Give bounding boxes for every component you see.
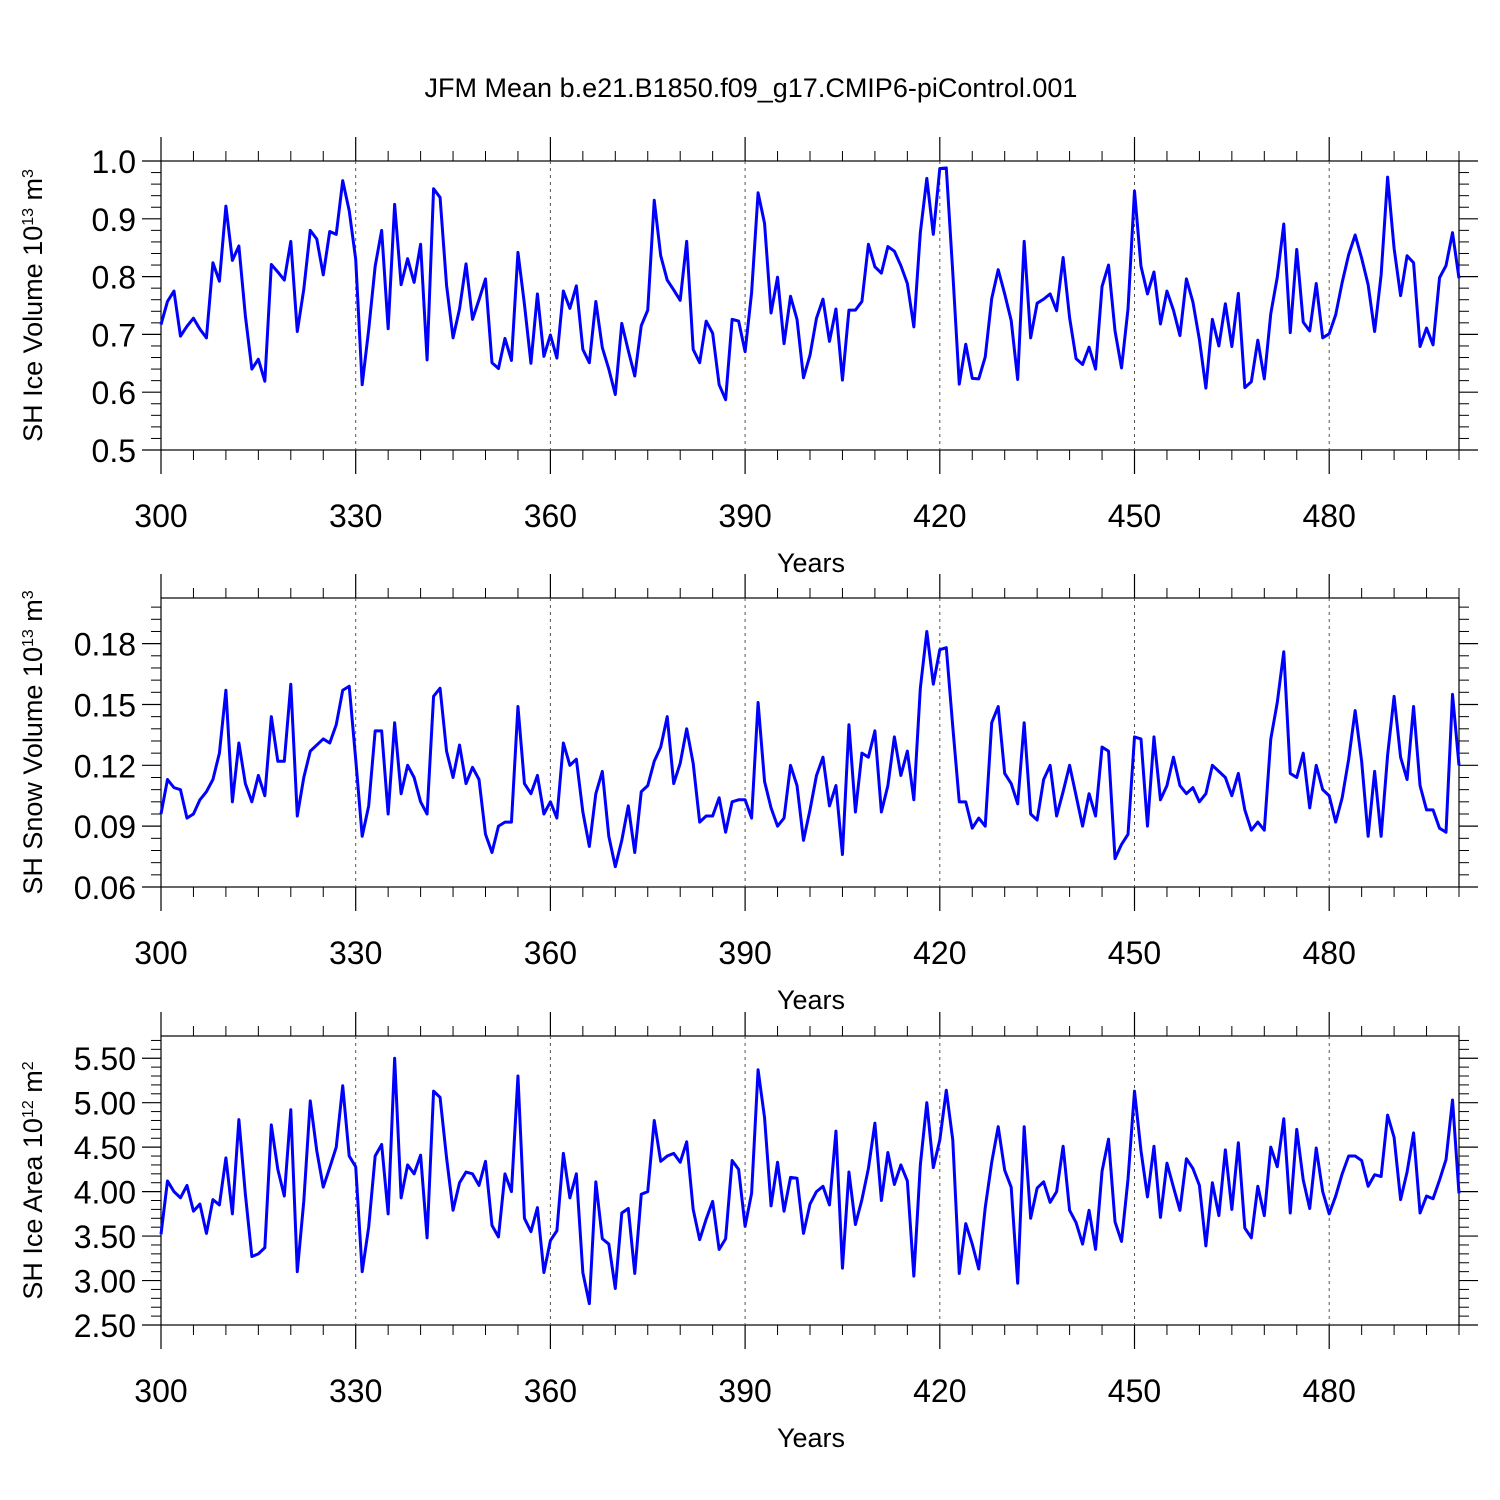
series-line	[159, 1056, 1461, 1306]
x-tick-label: 480	[1303, 498, 1356, 534]
x-axis-label: Years	[777, 548, 845, 578]
x-tick-label: 390	[718, 935, 771, 971]
y-tick-label: 0.06	[74, 870, 136, 906]
y-tick-label: 1.0	[92, 144, 136, 180]
x-tick-label: 390	[718, 1373, 771, 1409]
y-axis-label-unit-exponent: 2	[20, 1061, 37, 1070]
x-tick-label: 480	[1303, 1373, 1356, 1409]
y-axis-label-exponent: 12	[20, 1100, 37, 1118]
x-tick-label: 300	[134, 1373, 187, 1409]
y-tick-label: 0.6	[92, 375, 136, 411]
y-axis-label-text: SH Ice Area 10	[18, 1118, 48, 1300]
y-axis-label: SH Ice Volume 1013 m3	[18, 169, 48, 442]
y-axis-label-unit: m	[18, 599, 48, 629]
y-tick-label: 4.00	[74, 1175, 136, 1211]
x-tick-label: 330	[329, 498, 382, 534]
y-axis-label: SH Snow Volume 1013 m3	[18, 590, 48, 894]
series-line	[159, 166, 1461, 402]
x-tick-label: 420	[913, 935, 966, 971]
y-axis-label-text: SH Snow Volume 10	[18, 647, 48, 895]
y-axis-label-unit-exponent: 3	[20, 169, 37, 178]
x-tick-label: 360	[524, 935, 577, 971]
x-tick-label: 300	[134, 498, 187, 534]
y-axis-label-text: SH Ice Volume 10	[18, 226, 48, 442]
y-tick-label: 0.18	[74, 627, 136, 663]
x-tick-label: 360	[524, 1373, 577, 1409]
y-axis-label: SH Ice Area 1012 m2	[18, 1061, 48, 1299]
x-tick-label: 360	[524, 498, 577, 534]
y-tick-label: 5.00	[74, 1086, 136, 1122]
y-tick-label: 3.00	[74, 1264, 136, 1300]
x-tick-label: 300	[134, 935, 187, 971]
series-line	[159, 629, 1461, 869]
y-tick-label: 0.7	[92, 317, 136, 353]
x-tick-label: 330	[329, 935, 382, 971]
y-tick-label: 0.8	[92, 260, 136, 296]
panel-3: 300 330 360 390 420 450 480 2.50 3.00 3.50 4.00 4.5…	[18, 1012, 1478, 1453]
x-tick-label: 480	[1303, 935, 1356, 971]
figure-title: JFM Mean b.e21.B1850.f09_g17.CMIP6-piCon…	[425, 73, 1078, 103]
y-axis-label-exponent: 13	[20, 629, 37, 647]
panel-1: 300 330 360 390 420 450 480 0.5 0.6 0.7 0.8 0.9 1.0 Y…	[18, 137, 1478, 578]
x-tick-label: 330	[329, 1373, 382, 1409]
y-tick-label: 0.12	[74, 748, 136, 784]
x-tick-label: 450	[1108, 1373, 1161, 1409]
x-axis-label: Years	[777, 985, 845, 1015]
y-tick-label: 0.9	[92, 202, 136, 238]
y-tick-label: 5.50	[74, 1041, 136, 1077]
x-tick-label: 390	[718, 498, 771, 534]
y-tick-label: 0.5	[92, 433, 136, 469]
y-axis-label-unit-exponent: 3	[20, 590, 37, 599]
x-axis-label: Years	[777, 1423, 845, 1453]
x-tick-label: 450	[1108, 498, 1161, 534]
x-tick-label: 420	[913, 1373, 966, 1409]
y-axis-label-exponent: 13	[20, 208, 37, 226]
panel-2: 300 330 360 390 420 450 480 0.06 0.09 0.12 0.15 0.1…	[18, 574, 1478, 1015]
y-axis-label-unit: m	[18, 178, 48, 208]
y-tick-label: 2.50	[74, 1308, 136, 1344]
x-tick-label: 420	[913, 498, 966, 534]
y-tick-label: 0.15	[74, 687, 136, 723]
x-tick-label: 450	[1108, 935, 1161, 971]
y-tick-label: 4.50	[74, 1130, 136, 1166]
y-tick-label: 0.09	[74, 809, 136, 845]
y-axis-label-unit: m	[18, 1070, 48, 1100]
y-tick-label: 3.50	[74, 1219, 136, 1255]
